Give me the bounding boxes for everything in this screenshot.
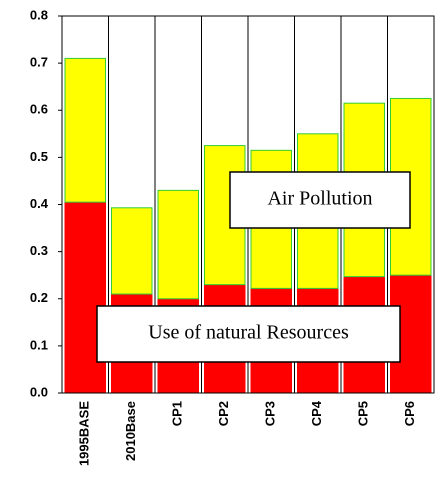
x-tick-label: CP5 xyxy=(356,401,371,426)
bar-segment xyxy=(64,57,106,203)
y-tick-label: 0.3 xyxy=(30,243,48,258)
x-tick-label: CP1 xyxy=(170,401,185,426)
y-tick-label: 0.6 xyxy=(30,102,48,117)
y-tick-label: 0.1 xyxy=(30,337,48,352)
x-tick-label: CP2 xyxy=(216,401,231,426)
x-tick-label: CP3 xyxy=(263,401,278,426)
legend-box xyxy=(96,305,401,363)
legend-label: Air Pollution xyxy=(267,188,372,210)
x-tick-label: 2010Base xyxy=(123,401,138,461)
y-tick-label: 0.2 xyxy=(30,290,48,305)
x-tick-label: 1995BASE xyxy=(77,401,92,466)
y-tick-label: 0.7 xyxy=(30,55,48,70)
y-tick-label: 0.0 xyxy=(30,384,48,399)
x-tick-label: CP6 xyxy=(402,401,417,426)
legend-label: Use of natural Resources xyxy=(148,322,349,344)
bar-segment xyxy=(64,201,106,394)
x-tick-label: CP4 xyxy=(309,400,324,426)
y-tick-label: 0.5 xyxy=(30,149,48,164)
y-tick-label: 0.8 xyxy=(30,7,48,22)
bar-segment xyxy=(157,189,199,300)
bar-segment xyxy=(111,207,153,295)
legend-box xyxy=(229,171,411,229)
y-tick-label: 0.4 xyxy=(30,196,49,211)
